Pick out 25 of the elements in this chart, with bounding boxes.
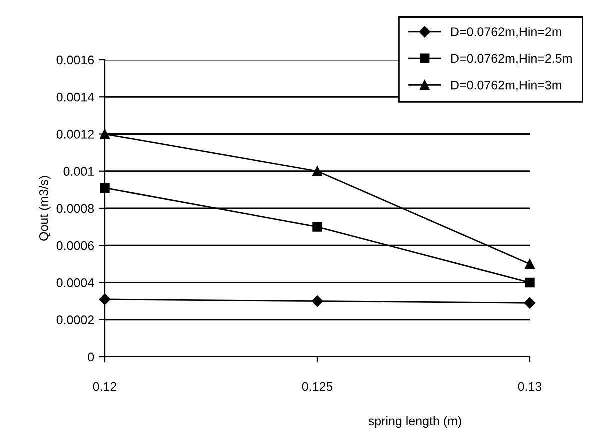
x-tick-label: 0.13 <box>518 382 542 392</box>
point <box>525 259 535 270</box>
y-tick-label: 0 <box>88 352 94 362</box>
point <box>99 294 111 306</box>
legend-label: D=0.0762m,Hin=2.5m <box>451 54 572 65</box>
legend-label: D=0.0762m,Hin=2m <box>451 27 562 38</box>
y-tick-label: 0.001 <box>64 167 94 176</box>
point <box>312 222 322 232</box>
y-tick-label: 0.0006 <box>56 241 94 250</box>
y-tick-label: 0.0002 <box>56 316 94 325</box>
y-tick-label: 0.0004 <box>56 278 94 288</box>
point <box>525 278 535 288</box>
x-tick-label: 0.125 <box>302 382 333 392</box>
y-tick-label: 0.0014 <box>56 92 94 102</box>
x-tick-label: 0.12 <box>93 382 117 392</box>
x-axis-title: spring length (m) <box>368 416 462 428</box>
point <box>312 166 322 176</box>
legend-label: D=0.0762m,Hin=3m <box>451 80 562 92</box>
y-tick-label: 0.0012 <box>56 130 94 139</box>
point <box>100 183 110 193</box>
point <box>312 296 324 307</box>
y-axis-title: Qout (m3/s) <box>39 176 51 241</box>
point <box>524 298 536 309</box>
y-tick-label: 0.0008 <box>56 204 94 214</box>
y-tick-label: 0.0016 <box>56 56 94 65</box>
